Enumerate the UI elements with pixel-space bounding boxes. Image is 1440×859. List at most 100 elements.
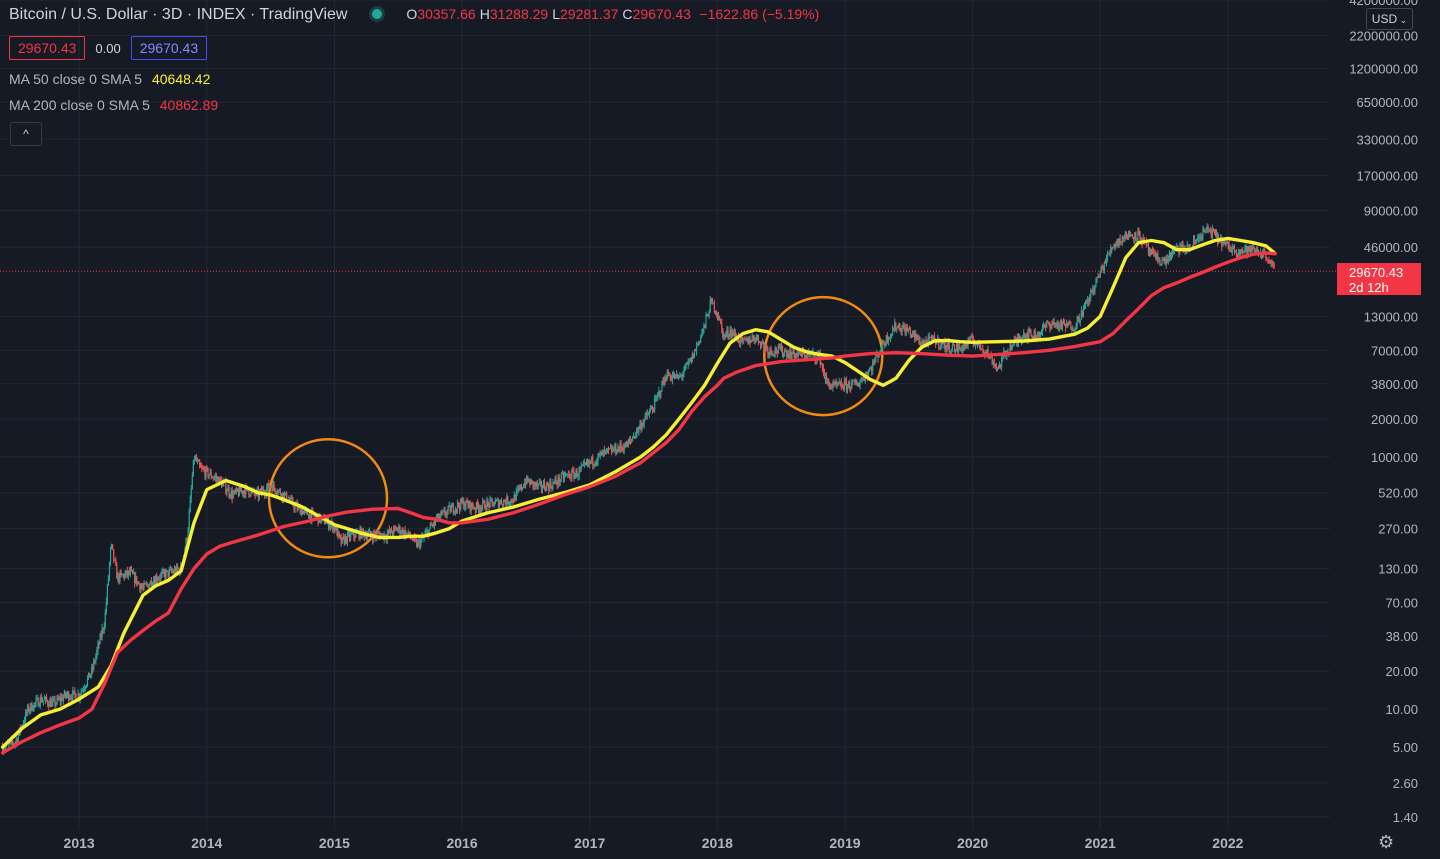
candle-body	[563, 475, 566, 479]
candle-body	[278, 489, 280, 491]
candle-body	[887, 338, 890, 342]
candle-body	[650, 408, 653, 410]
candle-body	[996, 367, 999, 369]
candle-body	[880, 349, 882, 352]
candle-body	[1002, 357, 1004, 358]
candle-body	[570, 477, 572, 479]
candle-body	[933, 336, 936, 341]
candle-body	[345, 536, 348, 543]
candle-body	[834, 381, 836, 385]
buy-price-box[interactable]: 29670.43	[130, 36, 208, 60]
candle-body	[970, 336, 972, 338]
candle-body	[22, 722, 25, 726]
candle-body	[39, 697, 41, 706]
candle-body	[1081, 310, 1083, 316]
candle-body	[465, 500, 467, 507]
candle-body	[293, 505, 295, 509]
candle-body	[872, 361, 874, 371]
candle-body	[166, 570, 168, 572]
candle-body	[1242, 250, 1244, 252]
candle-body	[1078, 316, 1080, 322]
candle-body	[936, 340, 938, 345]
candle-body	[757, 334, 760, 342]
candle-body	[1176, 245, 1178, 247]
candle-body	[1062, 322, 1065, 323]
indicator-ma200[interactable]: MA 200 close 0 SMA 5 40862.89	[9, 97, 218, 113]
candle-body	[1226, 242, 1228, 244]
y-tick-label: 2000.00	[1371, 412, 1418, 427]
price-change: −1622.86 (−5.19%)	[699, 6, 820, 22]
candle-body	[335, 527, 337, 531]
candle-body	[109, 548, 112, 563]
candle-body	[270, 486, 272, 488]
candle-body	[1120, 242, 1122, 244]
candle-body	[582, 463, 584, 466]
indicator-ma50[interactable]: MA 50 close 0 SMA 5 40648.42	[9, 71, 210, 87]
candle-body	[890, 333, 893, 335]
candle-body	[350, 533, 352, 539]
candle-body	[50, 700, 52, 707]
candle-body	[271, 486, 273, 492]
candle-body	[691, 353, 693, 362]
candle-body	[387, 530, 389, 534]
candle-body	[1112, 246, 1114, 250]
candle-body	[63, 691, 66, 697]
candle-body	[822, 367, 825, 373]
candle-body	[1083, 304, 1086, 308]
candle-body	[916, 333, 918, 340]
candle-body	[191, 476, 193, 489]
candle-body	[231, 490, 233, 499]
candle-body	[206, 467, 208, 469]
candle-body	[377, 533, 379, 534]
candle-body	[462, 500, 464, 503]
candle-body	[782, 353, 785, 356]
currency-select[interactable]: USD ⌄	[1366, 8, 1413, 30]
candle-body	[505, 501, 507, 505]
sell-price-box[interactable]: 29670.43	[9, 36, 86, 60]
candle-body	[553, 482, 555, 483]
candle-body	[604, 450, 606, 452]
candle-body	[846, 384, 849, 390]
candle-body	[607, 448, 610, 450]
annotation-layer[interactable]	[267, 295, 884, 559]
candle-body	[918, 338, 920, 340]
candle-body	[1096, 276, 1098, 279]
candle-body	[1167, 258, 1169, 262]
candle-body	[1222, 241, 1224, 247]
candle-body	[201, 467, 203, 469]
symbol-title[interactable]: Bitcoin / U.S. Dollar · 3D · INDEX · Tra…	[9, 6, 348, 23]
candle-body	[149, 581, 151, 585]
collapse-legend-button[interactable]: ^	[10, 122, 42, 146]
candle-body	[346, 533, 349, 543]
candle-body	[1072, 328, 1074, 331]
candle-body	[400, 532, 402, 534]
candle-body	[758, 341, 761, 343]
candle-body	[397, 528, 399, 531]
candle-body	[347, 532, 350, 534]
candle-body	[561, 473, 563, 475]
candle-body	[336, 527, 338, 537]
candle-body	[644, 414, 646, 420]
candle-body	[856, 382, 858, 386]
candle-body	[276, 493, 278, 495]
candle-body	[942, 341, 944, 344]
candle-body	[161, 572, 163, 575]
candle-body	[858, 384, 860, 387]
candle-body	[791, 353, 793, 359]
candle-body	[190, 488, 192, 499]
candle-body	[58, 697, 60, 700]
candle-body	[800, 353, 803, 357]
candle-body	[910, 334, 913, 336]
candle-body	[1217, 232, 1219, 242]
candle-body	[881, 340, 883, 350]
candle-body	[365, 534, 367, 539]
candle-body	[760, 342, 763, 347]
candle-body	[1199, 236, 1201, 238]
candle-body	[53, 699, 55, 701]
candle-body	[1116, 241, 1118, 246]
candle-body	[301, 509, 303, 515]
candle-body	[557, 476, 559, 485]
gear-icon[interactable]: ⚙	[1378, 832, 1395, 852]
candle-body	[704, 324, 706, 326]
